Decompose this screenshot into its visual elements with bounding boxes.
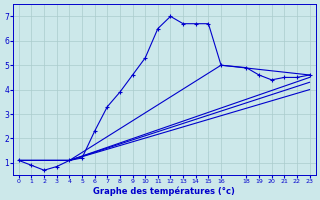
X-axis label: Graphe des températures (°c): Graphe des températures (°c)	[93, 186, 235, 196]
